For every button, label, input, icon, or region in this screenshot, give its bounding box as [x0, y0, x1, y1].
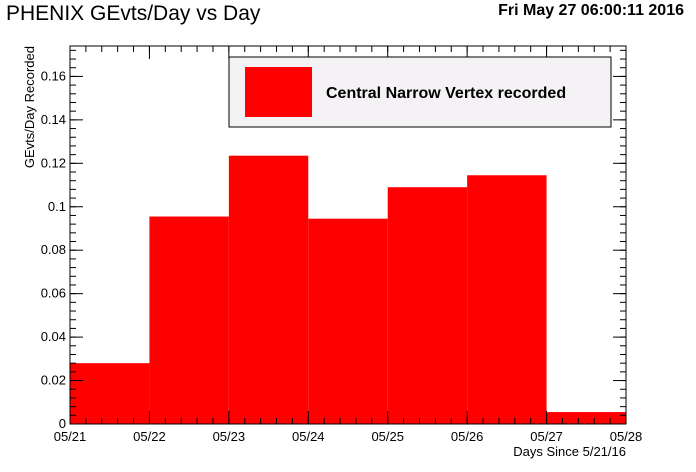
timestamp: Fri May 27 06:00:11 2016 [498, 2, 684, 19]
bar-05/23 [228, 155, 309, 424]
y-tick-label: 0 [59, 416, 66, 431]
legend-swatch [245, 67, 312, 117]
y-tick-label: 0.06 [41, 286, 66, 301]
bars-group [70, 155, 626, 424]
x-tick-label: 05/22 [133, 429, 166, 444]
x-tick-label: 05/25 [371, 429, 404, 444]
bar-05/21 [70, 363, 150, 424]
x-tick-label: 05/23 [213, 429, 246, 444]
x-tick-label: 05/27 [530, 429, 563, 444]
y-tick-label: 0.12 [41, 155, 66, 170]
y-tick-label: 0.14 [41, 112, 66, 127]
y-tick-label: 0.08 [41, 242, 66, 257]
y-tick-labels: 0 0.02 0.04 0.06 0.08 0.1 0.12 0.14 0.16 [41, 68, 66, 431]
legend-label: Central Narrow Vertex recorded [326, 85, 566, 102]
chart-title: PHENIX GEvts/Day vs Day [6, 2, 261, 25]
y-tick-label: 0.16 [41, 68, 66, 83]
y-tick-label: 0.02 [41, 373, 66, 388]
legend: Central Narrow Vertex recorded [228, 56, 612, 128]
plot-frame [69, 45, 627, 425]
y-tick-label: 0.1 [48, 199, 66, 214]
x-tick-label: 05/21 [54, 429, 87, 444]
x-tick-labels: 05/21 05/22 05/23 05/24 05/25 05/26 05/27 05/28 [54, 429, 643, 444]
x-tick-label: 05/28 [610, 429, 643, 444]
bar-05/27 [546, 412, 626, 424]
bar-05/25 [387, 187, 468, 424]
x-tick-label: 05/26 [451, 429, 484, 444]
bar-05/22 [149, 216, 229, 424]
bar-05/24 [308, 218, 388, 424]
ticks-group [69, 46, 627, 425]
y-axis-title: GEvts/Day Recorded [22, 46, 37, 168]
x-tick-label: 05/24 [292, 429, 325, 444]
y-tick-label: 0.04 [41, 329, 66, 344]
x-axis-title: Days Since 5/21/16 [513, 444, 626, 459]
bar-05/26 [467, 175, 547, 424]
